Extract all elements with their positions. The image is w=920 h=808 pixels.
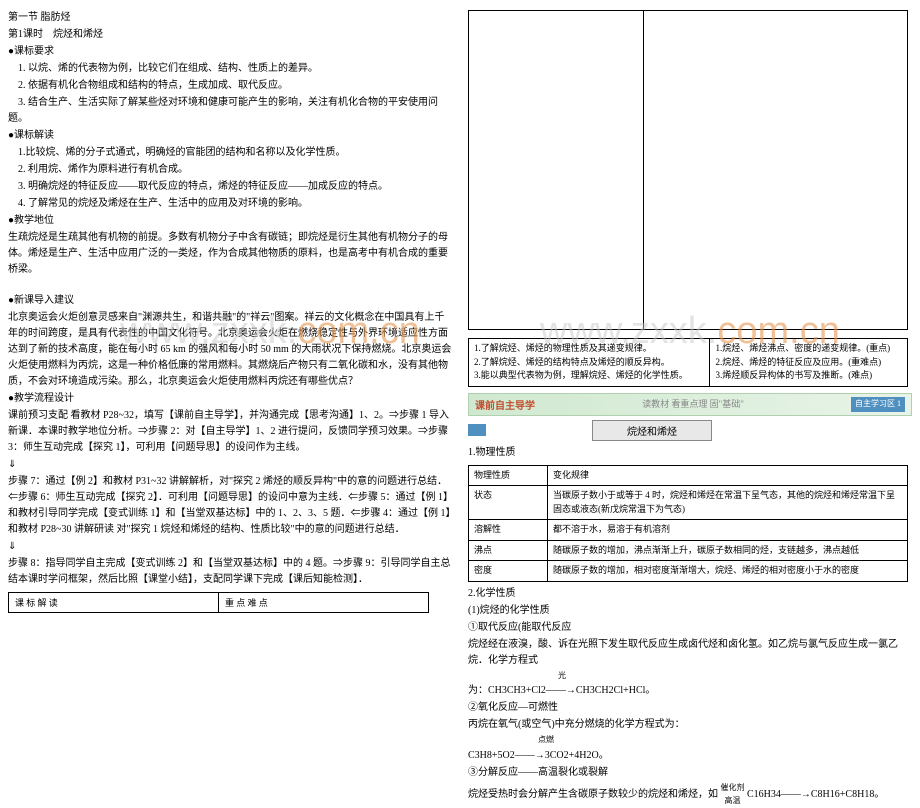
reaction-condition: 点燃: [468, 734, 912, 747]
objective-item: 2.了解烷烃、烯烃的结构特点及烯烃的顺反异构。: [474, 356, 704, 370]
item-text: 烷烃受热时会分解产生含碳原子数较少的烷烃和烯烃，如 催化剂 高温 C16H34―…: [468, 782, 912, 808]
reaction-condition: 光: [468, 670, 912, 683]
reaction-condition-top: 催化剂: [721, 782, 745, 795]
chemical-formula: C3H8+5O2――→3CO2+4H2O。: [468, 748, 912, 764]
chemical-formula: 催化剂 高温: [721, 789, 748, 800]
paragraph: 北京奥运会火炬创意灵感来自"渊源共生，和谐共融"的"祥云"图案。祥云的文化概念在…: [8, 310, 452, 390]
footer-cell-right: 重 点 难 点: [219, 593, 429, 613]
objectives-right-cell: 1.烷烃、烯烃沸点、密度的递变规律。(重点) 2.烷烃、烯烃的特征反应及应用。(…: [710, 339, 908, 387]
subsection-title: 2.化学性质: [468, 586, 912, 602]
table-cell: 密度: [469, 561, 548, 582]
top-box-right: [644, 11, 907, 329]
item-title: ③分解反应——高温裂化或裂解: [468, 765, 912, 781]
table-cell: 都不溶于水，易溶于有机溶剂: [548, 520, 908, 541]
objective-item: 3.能以典型代表物为例，理解烷烃、烯烃的化学性质。: [474, 369, 704, 383]
section-title: ●教学流程设计: [8, 391, 452, 407]
list-item: 2. 利用烷、烯作为原料进行有机合成。: [8, 162, 452, 178]
top-box-left: [469, 11, 644, 329]
chemical-formula: 为：CH3CH3+Cl2――→CH3CH2Cl+HCl。: [468, 683, 912, 699]
sub-sub-title: (1)烷烃的化学性质: [468, 603, 912, 619]
book-icon: [468, 424, 486, 436]
item-title: ①取代反应(能取代反应: [468, 620, 912, 636]
item-text: 丙烷在氧气(或空气)中充分燃烧的化学方程式为：: [468, 717, 912, 733]
paragraph: 步骤 8：指导同学自主完成【变式训练 2】和【当堂双基达标】中的 4 题。⇒步骤…: [8, 556, 452, 588]
objectives-table: 1.了解烷烃、烯烃的物理性质及其递变规律。 2.了解烷烃、烯烃的结构特点及烯烃的…: [468, 338, 908, 387]
table-cell: 随碳原子数的增加，相对密度渐渐增大，烷烃、烯烃的相对密度小于水的密度: [548, 561, 908, 582]
item-text: 烷烃经在液溴，酸、诉在光照下发生取代反应生成卤代烃和卤化氢。如乙烷与氯气反应生成…: [468, 637, 912, 669]
table-row: 溶解性 都不溶于水，易溶于有机溶剂: [469, 520, 908, 541]
subsection-title: 1.物理性质: [468, 445, 912, 461]
section-title: ●课标要求: [8, 44, 452, 60]
heading-lesson: 第1课时 烷烃和烯烃: [8, 27, 452, 43]
table-header: 物理性质: [469, 465, 548, 486]
reaction-condition-bot: 高温: [721, 795, 745, 808]
table-cell: 状态: [469, 486, 548, 520]
banner: 课前自主导学 读教材 看重点理 固"基础" 自主学习区 1: [468, 393, 912, 416]
item-text-prefix: 烷烃受热时会分解产生含碳原子数较少的烷烃和烯烃，如: [468, 789, 718, 800]
list-item: 3. 明确烷烃的特征反应——取代反应的特点，烯烃的特征反应——加成反应的特点。: [8, 179, 452, 195]
paragraph: 生疏烷烃是生疏其他有机物的前提。多数有机物分子中含有碳链；即烷烃是衍生其他有机物…: [8, 230, 452, 278]
objective-item: 2.烷烃、烯烃的特征反应及应用。(重难点): [715, 356, 902, 370]
table-row: 状态 当碳原子数小于或等于 4 时，烷烃和烯烃在常温下呈气态，其他的烷烃和烯烃常…: [469, 486, 908, 520]
paragraph: 步骤 7：通过【例 2】和教材 P31~32 讲解解析，对"探究 2 烯烃的顺反…: [8, 474, 452, 538]
section-title: ●教学地位: [8, 213, 452, 229]
list-item: 2. 依据有机化合物组成和结构的特点，生成加成、取代反应。: [8, 78, 452, 94]
table-row: 密度 随碳原子数的增加，相对密度渐渐增大，烷烃、烯烃的相对密度小于水的密度: [469, 561, 908, 582]
heading-section: 第一节 脂肪烃: [8, 10, 452, 26]
list-item: 4. 了解常见的烷烃及烯烃在生产、生活中的应用及对环境的影响。: [8, 196, 452, 212]
objective-item: 1.烷烃、烯烃沸点、密度的递变规律。(重点): [715, 342, 902, 356]
banner-subtitle: 读教材 看重点理 固"基础": [642, 397, 744, 412]
list-item: 3. 结合生产、生活实际了解某些烃对环境和健康可能产生的影响，关注有机化合物的平…: [8, 95, 452, 127]
right-column: 1.了解烷烃、烯烃的物理性质及其递变规律。 2.了解烷烃、烯烃的结构特点及烯烃的…: [460, 0, 920, 651]
objectives-left-cell: 1.了解烷烃、烯烃的物理性质及其递变规律。 2.了解烷烃、烯烃的结构特点及烯烃的…: [469, 339, 710, 387]
banner-tag: 自主学习区 1: [851, 397, 905, 412]
table-header: 变化规律: [548, 465, 908, 486]
physical-properties-table: 物理性质 变化规律 状态 当碳原子数小于或等于 4 时，烷烃和烯烃在常温下呈气态…: [468, 465, 908, 582]
list-item: 1. 以烷、烯的代表物为例，比较它们在组成、结构、性质上的差异。: [8, 61, 452, 77]
arrow-down: ⇓: [8, 539, 452, 555]
arrow-down: ⇓: [8, 457, 452, 473]
table-row: 沸点 随碳原子数的增加，沸点渐渐上升，碳原子数相同的烃，支链越多，沸点越低: [469, 540, 908, 561]
table-cell: 溶解性: [469, 520, 548, 541]
objective-item: 1.了解烷烃、烯烃的物理性质及其递变规律。: [474, 342, 704, 356]
banner-label: 课前自主导学: [475, 397, 535, 412]
objective-item: 3.烯烃顺反异构体的书写及推断。(难点): [715, 369, 902, 383]
chemical-formula: C16H34――→C8H16+C8H18。: [747, 789, 884, 800]
footer-table: 课 标 解 读 重 点 难 点: [8, 592, 429, 613]
footer-cell-left: 课 标 解 读: [9, 593, 219, 613]
topic-title-box: 烷烃和烯烃: [592, 420, 712, 441]
item-title: ②氧化反应—可燃性: [468, 700, 912, 716]
table-cell: 沸点: [469, 540, 548, 561]
section-title: ●课标解读: [8, 128, 452, 144]
table-cell: 随碳原子数的增加，沸点渐渐上升，碳原子数相同的烃，支链越多，沸点越低: [548, 540, 908, 561]
page-root: 第一节 脂肪烃 第1课时 烷烃和烯烃 ●课标要求 1. 以烷、烯的代表物为例，比…: [0, 0, 920, 651]
top-empty-box: [468, 10, 908, 330]
left-column: 第一节 脂肪烃 第1课时 烷烃和烯烃 ●课标要求 1. 以烷、烯的代表物为例，比…: [0, 0, 460, 651]
table-cell: 当碳原子数小于或等于 4 时，烷烃和烯烃在常温下呈气态，其他的烷烃和烯烃常温下呈…: [548, 486, 908, 520]
section-title: ●新课导入建议: [8, 293, 452, 309]
list-item: 1.比较烷、烯的分子式通式，明确烃的官能团的结构和名称以及化学性质。: [8, 145, 452, 161]
paragraph: 课前预习支配 看教材 P28~32，填写【课前自主导学】，并沟通完成【思考沟通】…: [8, 408, 452, 456]
